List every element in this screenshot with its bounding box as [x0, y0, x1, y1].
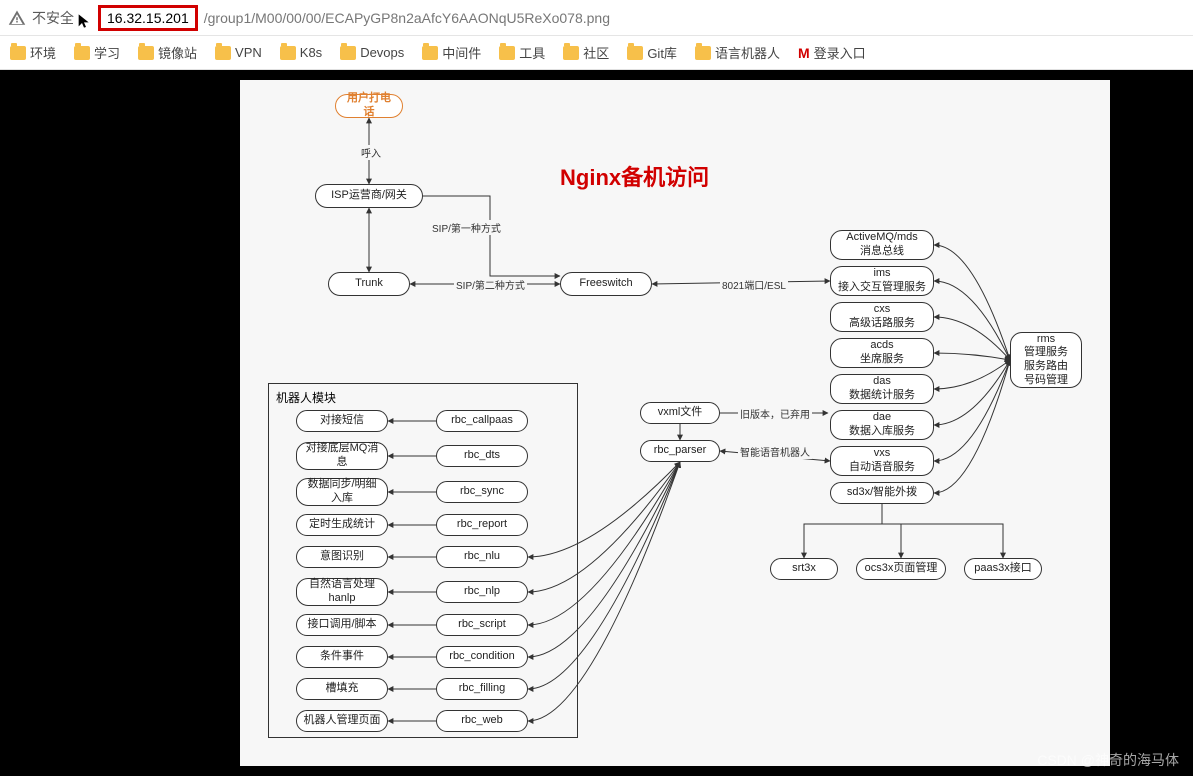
node-robot_l5: 自然语言处理hanlp — [296, 578, 388, 606]
folder-icon — [10, 46, 26, 60]
bookmark-label: Devops — [360, 45, 404, 60]
folder-icon — [215, 46, 231, 60]
bookmark-item[interactable]: K8s — [280, 45, 322, 60]
bookmark-label: VPN — [235, 45, 262, 60]
node-robot_r4: rbc_nlu — [436, 546, 528, 568]
node-user: 用户打电话 — [335, 94, 403, 118]
bookmark-item[interactable]: Git库 — [627, 43, 677, 62]
bookmark-item[interactable]: 语言机器人 — [695, 43, 780, 62]
bookmark-item[interactable]: 学习 — [74, 43, 120, 62]
node-parser: rbc_parser — [640, 440, 720, 462]
node-robot_r5: rbc_nlp — [436, 581, 528, 603]
node-robot_r1: rbc_dts — [436, 445, 528, 467]
bookmark-item[interactable]: 环境 — [10, 43, 56, 62]
diagram-canvas: Nginx备机访问机器人模块 用户打电话 ISP运营商/网关 Trunk Freeswi… — [240, 80, 1110, 766]
node-srt3x: srt3x — [770, 558, 838, 580]
folder-icon — [563, 46, 579, 60]
folder-icon — [422, 46, 438, 60]
node-robot_r9: rbc_web — [436, 710, 528, 732]
bookmark-label: 语言机器人 — [715, 43, 780, 62]
bookmark-label: 学习 — [94, 43, 120, 62]
node-ocs3x: ocs3x页面管理 — [856, 558, 946, 580]
node-robot_r0: rbc_callpaas — [436, 410, 528, 432]
node-robot_l7: 条件事件 — [296, 646, 388, 668]
node-robot_l1: 对接底层MQ消息 — [296, 442, 388, 470]
node-vxs: vxs自动语音服务 — [830, 446, 934, 476]
edge-label: SIP/第一种方式 — [430, 220, 503, 235]
bookmark-label: Git库 — [647, 43, 677, 62]
bookmark-label: K8s — [300, 45, 322, 60]
group-title: 机器人模块 — [276, 389, 336, 406]
node-robot_r2: rbc_sync — [436, 481, 528, 503]
bookmark-item[interactable]: 镜像站 — [138, 43, 197, 62]
site-icon: M — [798, 45, 810, 61]
node-robot_l3: 定时生成统计 — [296, 514, 388, 536]
folder-icon — [627, 46, 643, 60]
bookmark-item[interactable]: Devops — [340, 45, 404, 60]
node-acds: acds坐席服务 — [830, 338, 934, 368]
bookmark-item[interactable]: 社区 — [563, 43, 609, 62]
bookmark-label: 社区 — [583, 43, 609, 62]
url-ip[interactable]: 16.32.15.201 — [98, 5, 198, 31]
edge-label: 旧版本，已弃用 — [738, 406, 812, 421]
node-robot_l8: 槽填充 — [296, 678, 388, 700]
edge-label: 智能语音机器人 — [738, 444, 812, 459]
node-robot_r3: rbc_report — [436, 514, 528, 536]
bookmarks-bar: 环境 学习 镜像站 VPN K8s Devops 中间件 工具 社区 Git库 语言机器人 M登录入口 — [0, 36, 1193, 70]
folder-icon — [138, 46, 154, 60]
edge-label: 8021端口/ESL — [720, 277, 788, 292]
watermark: CSDN @神奇的海马体 — [1037, 750, 1179, 770]
insecure-label: 不安全 — [32, 8, 74, 28]
diagram-title: Nginx备机访问 — [560, 160, 709, 192]
node-robot_r6: rbc_script — [436, 614, 528, 636]
node-robot_r7: rbc_condition — [436, 646, 528, 668]
node-rms: rms管理服务服务路由号码管理 — [1010, 332, 1082, 388]
node-vxml: vxml文件 — [640, 402, 720, 424]
node-trunk: Trunk — [328, 272, 410, 296]
bookmark-item[interactable]: 中间件 — [422, 43, 481, 62]
folder-icon — [74, 46, 90, 60]
folder-icon — [499, 46, 515, 60]
bookmark-label: 工具 — [519, 43, 545, 62]
node-cxs: cxs高级话路服务 — [830, 302, 934, 332]
image-viewer: Nginx备机访问机器人模块 用户打电话 ISP运营商/网关 Trunk Freeswi… — [0, 70, 1193, 776]
folder-icon — [340, 46, 356, 60]
cursor-icon — [76, 13, 92, 29]
bookmark-label: 登录入口 — [814, 43, 866, 62]
node-robot_r8: rbc_filling — [436, 678, 528, 700]
address-bar: 不安全 16.32.15.201 /group1/M00/00/00/ECAPy… — [0, 0, 1193, 36]
bookmark-label: 环境 — [30, 43, 56, 62]
node-robot_l4: 意图识别 — [296, 546, 388, 568]
node-fs: Freeswitch — [560, 272, 652, 296]
node-dae: dae数据入库服务 — [830, 410, 934, 440]
node-isp: ISP运营商/网关 — [315, 184, 423, 208]
node-das: das数据统计服务 — [830, 374, 934, 404]
bookmark-item[interactable]: VPN — [215, 45, 262, 60]
edge-label: SIP/第二种方式 — [454, 277, 527, 292]
folder-icon — [695, 46, 711, 60]
warning-icon — [8, 9, 26, 27]
node-sd3x: sd3x/智能外拨 — [830, 482, 934, 504]
bookmark-label: 镜像站 — [158, 43, 197, 62]
node-robot_l2: 数据同步/明细入库 — [296, 478, 388, 506]
edge-label: 呼入 — [359, 145, 383, 160]
bookmark-item[interactable]: 工具 — [499, 43, 545, 62]
bookmark-item[interactable]: M登录入口 — [798, 43, 866, 62]
url-path[interactable]: /group1/M00/00/00/ECAPyGP8n2aAfcY6AAONqU… — [204, 10, 610, 26]
bookmark-label: 中间件 — [442, 43, 481, 62]
node-robot_l9: 机器人管理页面 — [296, 710, 388, 732]
node-amq: ActiveMQ/mds消息总线 — [830, 230, 934, 260]
node-robot_l0: 对接短信 — [296, 410, 388, 432]
node-ims: ims接入交互管理服务 — [830, 266, 934, 296]
folder-icon — [280, 46, 296, 60]
node-robot_l6: 接口调用/脚本 — [296, 614, 388, 636]
node-paas3x: paas3x接口 — [964, 558, 1042, 580]
